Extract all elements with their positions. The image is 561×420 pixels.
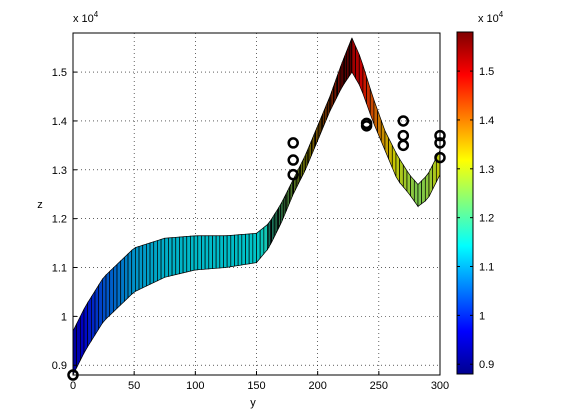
colorbar-tick-label: 1.2 <box>479 213 494 225</box>
x-tick-label: 150 <box>247 380 265 392</box>
surface-strip <box>263 223 268 255</box>
surface-strip <box>94 283 100 337</box>
surface-strip <box>127 249 133 299</box>
colorbar <box>456 31 474 375</box>
surface-strip <box>193 235 199 271</box>
surface-band <box>72 37 441 376</box>
y-axis-ticks: 0.9 1 1.1 1.2 1.3 1.4 1.5 <box>52 67 77 372</box>
surface-strip <box>87 295 92 348</box>
surface-strip <box>135 245 140 292</box>
colorbar-tick-label: 1.3 <box>479 164 494 176</box>
data-marker <box>397 115 410 127</box>
surface-strip <box>105 270 111 320</box>
colorbar-tick-label: 1.4 <box>479 115 494 127</box>
surface-strip <box>230 234 235 268</box>
surface-strip <box>142 243 147 289</box>
y-tick-label: 1.3 <box>52 165 67 177</box>
axes-box <box>73 33 440 375</box>
surface-strip <box>109 267 114 317</box>
surface-strip <box>226 234 232 268</box>
x-axis-label: y <box>250 397 256 409</box>
surface-strip <box>153 240 158 284</box>
data-marker <box>360 120 373 132</box>
surface-strip <box>252 232 257 264</box>
surface-strip <box>223 235 228 269</box>
surface-strip <box>421 176 426 205</box>
y-exponent: x 104 <box>73 10 99 25</box>
y-tick-label: 1 <box>61 311 67 323</box>
x-tick-label: 300 <box>431 380 449 392</box>
colorbar-tick-label: 1.1 <box>479 262 494 274</box>
data-marker <box>287 168 299 181</box>
surface-strip <box>201 235 206 270</box>
surface-strip <box>215 235 221 269</box>
surface-strip <box>417 179 422 208</box>
x-tick-label: 200 <box>308 380 326 392</box>
surface-strip <box>113 263 118 313</box>
colorbar-exponent: x 104 <box>478 10 504 25</box>
surface-strip <box>120 256 125 306</box>
x-tick-label: 50 <box>128 380 140 392</box>
surface-strip <box>149 241 155 285</box>
surface-strip <box>186 235 191 273</box>
colorbar-tick-label: 1 <box>479 310 485 322</box>
surface-strip <box>245 233 250 265</box>
surface-strip <box>98 278 103 331</box>
colorbar-tick-label: 0.9 <box>479 359 494 371</box>
surface-strip <box>164 237 169 278</box>
surface-strip <box>234 234 239 267</box>
surface-strip <box>256 229 261 264</box>
data-marker <box>287 137 299 149</box>
data-marker <box>397 139 410 152</box>
surface-strip <box>190 235 195 272</box>
colorbar-tick-label: 1.5 <box>479 66 494 78</box>
surface-strip <box>160 237 166 280</box>
colorbar-ticks: 0.9 1 1.1 1.2 1.3 1.4 1.5 <box>457 66 494 371</box>
surface-strip <box>124 253 129 303</box>
y-tick-label: 1.2 <box>52 214 67 226</box>
surface-strip <box>219 235 224 269</box>
surface-strip <box>208 235 213 270</box>
x-tick-label: 100 <box>186 380 204 392</box>
surface-strip <box>171 236 177 276</box>
surface-strip <box>424 171 430 202</box>
surface-strip <box>90 289 96 343</box>
y-tick-label: 1.4 <box>52 116 67 128</box>
surface-strip <box>116 260 122 310</box>
surface-strip <box>83 301 89 355</box>
surface-strip <box>157 238 162 282</box>
surface-strip <box>212 235 217 269</box>
x-tick-label: 0 <box>70 380 76 392</box>
y-axis-label: z <box>37 199 43 211</box>
surface-strip <box>76 316 81 368</box>
surface-strip <box>146 242 151 287</box>
surface-strip <box>204 235 210 270</box>
surface-strip <box>259 226 265 260</box>
x-axis-ticks: 0 50 100 150 200 250 300 <box>70 371 449 392</box>
surface-strip <box>72 323 78 376</box>
data-marker <box>287 154 299 166</box>
surface-strip <box>79 308 85 361</box>
surface-strip <box>179 236 184 275</box>
surface-strip <box>413 179 419 208</box>
surface-strip <box>138 244 144 291</box>
surface-strip <box>182 236 188 274</box>
y-tick-label: 0.9 <box>52 360 67 372</box>
surface-strip <box>102 273 107 325</box>
y-tick-label: 1.5 <box>52 67 67 79</box>
y-tick-label: 1.1 <box>52 263 67 275</box>
surface-strip <box>168 237 173 277</box>
surface-strip <box>241 233 246 266</box>
surface-strip <box>131 246 136 296</box>
surface-strip <box>175 236 180 276</box>
surface-strip <box>237 234 243 266</box>
surface-strip <box>248 233 254 265</box>
surface-strip <box>197 235 202 271</box>
x-tick-label: 250 <box>370 380 388 392</box>
